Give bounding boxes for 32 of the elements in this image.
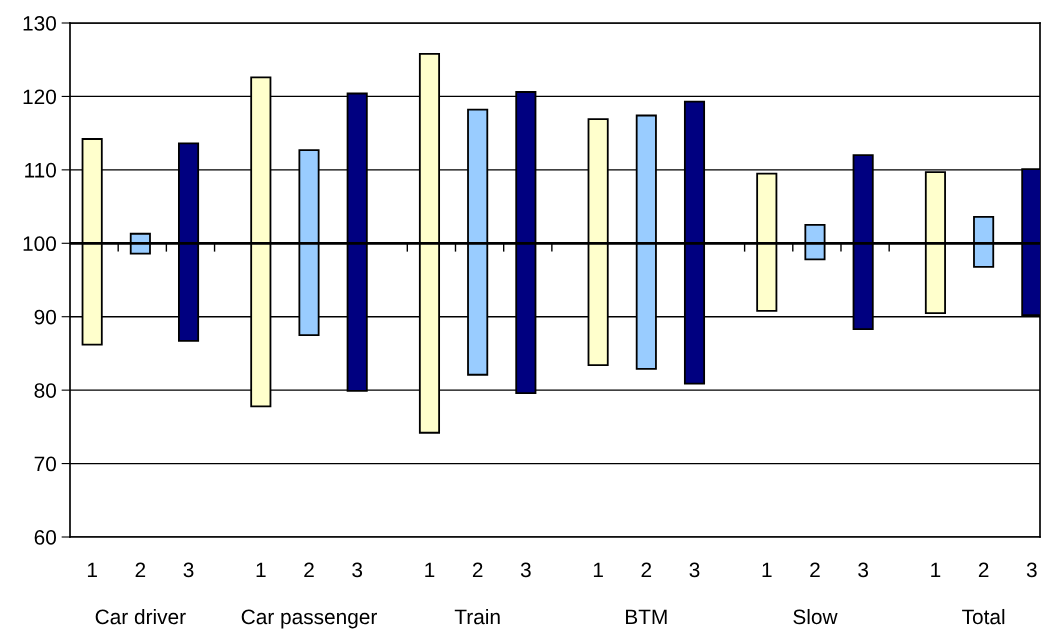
x-tick-label: 2 <box>304 562 314 578</box>
x-tick-label: 1 <box>425 562 435 578</box>
x-tick-label: 1 <box>256 562 266 578</box>
x-tick-label: 3 <box>689 562 700 578</box>
y-tick-label: 100 <box>23 236 56 252</box>
text: Train <box>454 608 500 625</box>
x-tick-label: 1 <box>931 562 941 578</box>
y-tick-label: 60 <box>34 530 56 545</box>
y-tick-label: 90 <box>34 309 56 325</box>
x-tick-label: 2 <box>978 562 989 578</box>
x-tick-label: 1 <box>593 562 603 578</box>
y-tick-label: 110 <box>25 162 56 178</box>
text: Slow <box>793 608 838 625</box>
x-tick-label: 3 <box>520 562 531 578</box>
y-tick-label: 120 <box>23 89 56 105</box>
x-tick-label: 3 <box>352 562 363 578</box>
x-tick-label: 1 <box>762 562 772 578</box>
y-tick-label: 80 <box>34 383 56 398</box>
y-tick-label: 130 <box>23 16 56 31</box>
text: Total <box>962 608 1005 625</box>
text: BTM <box>626 609 667 625</box>
x-tick-label: 1 <box>87 562 97 578</box>
x-tick-label: 2 <box>641 562 652 578</box>
x-tick-label: 3 <box>1026 562 1037 578</box>
x-tick-label: 2 <box>472 562 483 578</box>
y-tick-label: 70 <box>34 456 56 472</box>
text: Car driver <box>95 608 186 625</box>
x-tick-label: 2 <box>135 562 146 578</box>
x-tick-label: 3 <box>183 562 194 578</box>
x-tick-label: 3 <box>858 562 869 578</box>
text: Car passenger <box>241 609 377 629</box>
x-tick-label: 2 <box>810 562 820 578</box>
